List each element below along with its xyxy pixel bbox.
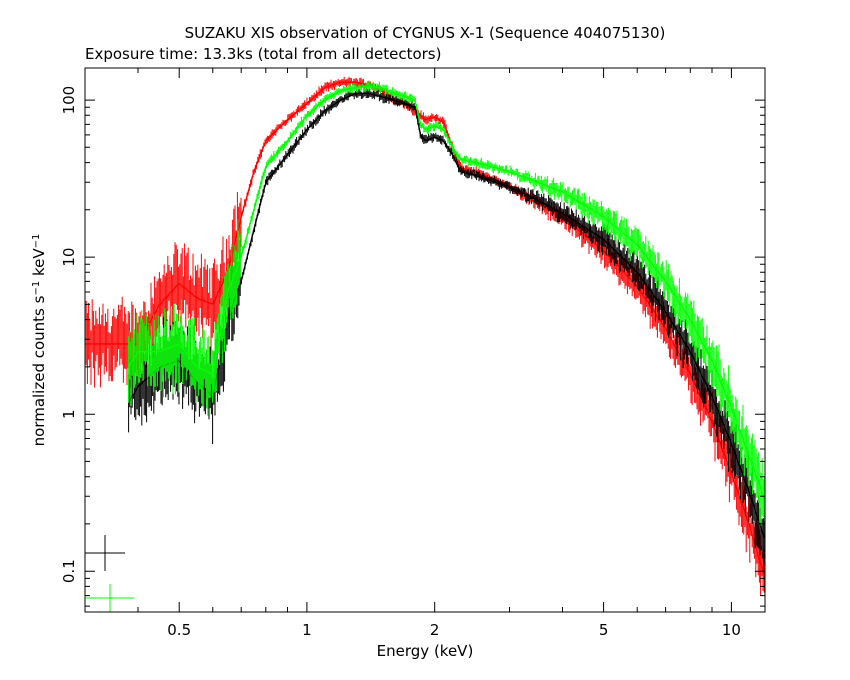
chart-subtitle: Exposure time: 13.3ks (total from all de… bbox=[85, 45, 441, 63]
x-tick-label-0: 0.5 bbox=[167, 621, 191, 639]
y-axis-label-sup2: −1 bbox=[31, 234, 42, 249]
x-tick-label-1: 1 bbox=[302, 621, 312, 639]
legend bbox=[85, 535, 134, 612]
series-1-line bbox=[128, 92, 766, 539]
tick-marks bbox=[84, 68, 765, 612]
axis-ticks bbox=[84, 68, 765, 612]
x-tick-label-3: 5 bbox=[599, 621, 609, 639]
series-2-line bbox=[128, 85, 766, 501]
y-axis-label-sup1: −1 bbox=[31, 281, 42, 296]
y-axis-label-main: normalized counts s bbox=[30, 295, 48, 446]
y-tick-label-3: 100 bbox=[60, 86, 78, 115]
x-tick-label-2: 2 bbox=[430, 621, 440, 639]
x-axis-label: Energy (keV) bbox=[377, 642, 474, 660]
series-0-error-bars bbox=[84, 76, 765, 596]
y-axis-label: normalized counts s−1 keV−1 bbox=[30, 234, 48, 447]
legend-cross-1 bbox=[86, 584, 134, 612]
y-axis-label-mid: keV bbox=[30, 248, 48, 281]
x-tick-labels: 0.5 1 2 5 10 bbox=[167, 621, 741, 639]
plot-frame bbox=[84, 67, 766, 613]
chart-title: SUZAKU XIS observation of CYGNUS X-1 (Se… bbox=[185, 24, 666, 42]
y-tick-label-1: 1 bbox=[60, 409, 78, 419]
series-layer bbox=[84, 76, 766, 596]
series-2 bbox=[128, 80, 766, 526]
y-tick-labels: 0.1 1 10 100 bbox=[60, 86, 78, 583]
y-tick-label-0: 0.1 bbox=[60, 559, 78, 583]
x-tick-label-4: 10 bbox=[722, 621, 741, 639]
legend-cross-0 bbox=[85, 535, 125, 571]
y-tick-label-2: 10 bbox=[60, 248, 78, 267]
